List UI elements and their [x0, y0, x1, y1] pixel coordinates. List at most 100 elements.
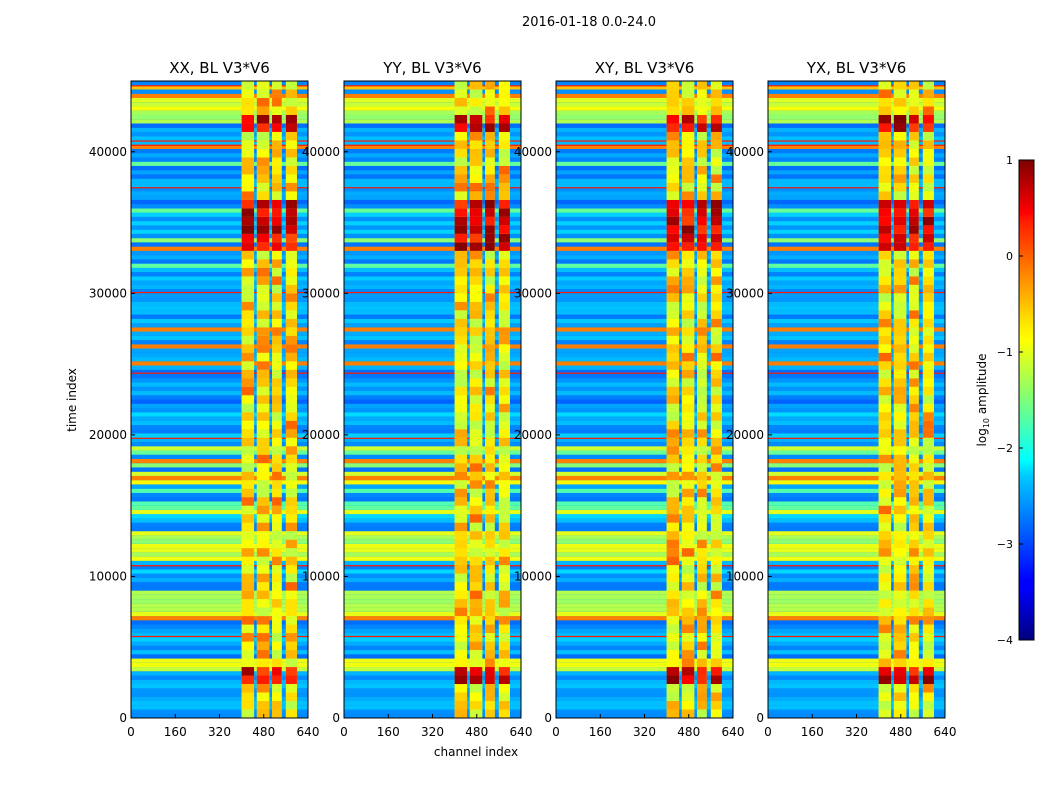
time-row [556, 233, 733, 239]
rfi-band-cell [922, 633, 934, 642]
rfi-band-cell [241, 131, 255, 141]
rfi-band-cell [666, 276, 680, 285]
rfi-band-cell [256, 81, 270, 90]
rfi-band-cell [498, 616, 510, 625]
rfi-band-cell [909, 395, 919, 404]
rfi-band-cell [285, 497, 297, 506]
time-row [131, 671, 308, 676]
rfi-band-cell [710, 259, 722, 268]
rfi-band-cell [893, 157, 907, 166]
time-row [768, 242, 945, 247]
time-row [768, 284, 945, 290]
rfi-band-cell [498, 497, 510, 506]
time-row [344, 195, 521, 200]
x-tick-label: 320 [633, 725, 656, 739]
rfi-band-cell [256, 599, 270, 608]
time-row [344, 633, 521, 638]
rfi-band-cell [285, 633, 297, 642]
rfi-band-cell [909, 514, 919, 523]
time-row [768, 131, 945, 137]
rfi-band-cell [256, 497, 270, 506]
rfi-band-cell [681, 335, 695, 345]
rfi-band-cell [469, 361, 483, 370]
time-row [131, 492, 308, 498]
time-row [131, 484, 308, 489]
time-row [556, 480, 733, 485]
rfi-band-cell [241, 157, 255, 166]
rfi-band-cell [241, 641, 255, 651]
rfi-band-cell [697, 539, 707, 549]
rfi-band-cell [485, 539, 495, 549]
rfi-band-cell [454, 310, 468, 319]
rfi-band-cell [909, 565, 919, 574]
rfi-band-cell [710, 386, 722, 396]
rfi-band-cell [697, 225, 707, 234]
rfi-band-cell [922, 242, 934, 251]
rfi-band-cell [922, 123, 934, 132]
rfi-band-cell [256, 582, 270, 591]
rfi-band-cell [485, 259, 495, 268]
rfi-band-cell [878, 650, 892, 659]
rfi-line [556, 372, 733, 374]
rfi-band-cell [697, 216, 707, 226]
rfi-band-cell [710, 650, 722, 659]
rfi-band-cell [485, 429, 495, 438]
time-row [131, 709, 308, 714]
rfi-band-cell [893, 633, 907, 642]
rfi-band-cell [922, 352, 934, 362]
rfi-band-cell [893, 233, 907, 243]
rfi-band-cell [710, 633, 722, 642]
rfi-band-cell [498, 182, 510, 192]
rfi-band-cell [498, 463, 510, 472]
time-row [768, 136, 945, 141]
rfi-band-cell [454, 182, 468, 192]
rfi-band-cell [285, 420, 297, 430]
rfi-band-cell [485, 616, 495, 625]
y-tick-label: 10000 [726, 569, 764, 583]
rfi-band-cell [454, 276, 468, 285]
rfi-band-cell [469, 284, 483, 294]
rfi-band-cell [285, 97, 297, 107]
time-row [556, 301, 733, 307]
time-row [344, 365, 521, 370]
time-row [344, 429, 521, 434]
rfi-band-cell [469, 531, 483, 540]
rfi-band-cell [697, 429, 707, 438]
rfi-band-cell [710, 420, 722, 430]
time-row [768, 174, 945, 179]
time-row [344, 488, 521, 493]
time-row [556, 382, 733, 387]
time-row [768, 127, 945, 132]
time-row [131, 416, 308, 421]
rfi-band-cell [893, 641, 907, 651]
rfi-band-cell [454, 335, 468, 345]
rfi-band-cell [498, 165, 510, 175]
rfi-band-cell [454, 225, 468, 234]
rfi-band-cell [454, 216, 468, 226]
rfi-band-cell [893, 106, 907, 115]
rfi-band-cell [256, 259, 270, 268]
rfi-band-cell [485, 471, 495, 481]
time-row [131, 654, 308, 659]
rfi-band-cell [454, 293, 468, 302]
rfi-line [344, 291, 521, 294]
rfi-band-cell [256, 590, 270, 600]
rfi-band-cell [498, 684, 510, 693]
rfi-band-cell [469, 386, 483, 396]
time-row [768, 391, 945, 396]
rfi-band-cell [498, 242, 510, 251]
rfi-band-cell [878, 505, 892, 515]
time-row [768, 458, 945, 464]
time-row [768, 276, 945, 281]
rfi-band-cell [469, 352, 483, 362]
time-row [768, 204, 945, 209]
rfi-band-cell [485, 123, 495, 132]
time-row [131, 89, 308, 94]
time-row [344, 140, 521, 145]
rfi-band-cell [710, 199, 722, 209]
panel-2: YY, BL V3*V60 160 320 480 640010000200003000… [302, 59, 533, 739]
rfi-band-cell [893, 81, 907, 90]
time-row [344, 344, 521, 349]
rfi-band-cell [697, 242, 707, 251]
rfi-band-cell [893, 488, 907, 498]
